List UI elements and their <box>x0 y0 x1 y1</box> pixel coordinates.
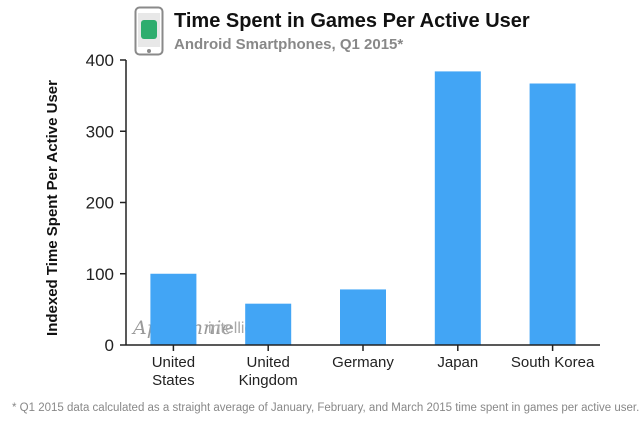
bar <box>529 83 576 345</box>
bar <box>434 71 481 346</box>
y-tick-label: 400 <box>86 51 114 70</box>
x-category-label: United Kingdom <box>239 354 298 389</box>
x-axis: United States United Kingdom Germany Japan Sou… <box>126 344 600 389</box>
chart-subtitle: Android Smartphones, Q1 2015* <box>174 36 404 53</box>
x-category-label: Germany <box>332 354 394 371</box>
x-category-label: South Korea <box>511 354 595 371</box>
chart-header: Time Spent in Games Per Active User Andr… <box>134 6 634 56</box>
y-tick-label: 200 <box>86 194 114 213</box>
y-axis-label: Indexed Time Spent Per Active User <box>44 80 61 336</box>
y-tick-label: 0 <box>105 336 114 355</box>
x-category-label: Japan <box>437 354 478 371</box>
y-tick-label: 100 <box>86 265 114 284</box>
bar <box>150 273 197 345</box>
bar-chart: Indexed Time Spent Per Active User App A… <box>44 51 600 389</box>
y-axis: 0 100 200 300 400 <box>86 51 127 355</box>
chart-title: Time Spent in Games Per Active User <box>174 10 530 32</box>
footnote: * Q1 2015 data calculated as a straight … <box>12 402 640 414</box>
bars-group <box>150 71 576 346</box>
bar <box>245 303 292 345</box>
smartphone-icon <box>134 6 164 56</box>
y-tick-label: 300 <box>86 122 114 141</box>
bar <box>340 289 386 345</box>
x-category-label: United States <box>152 354 195 389</box>
